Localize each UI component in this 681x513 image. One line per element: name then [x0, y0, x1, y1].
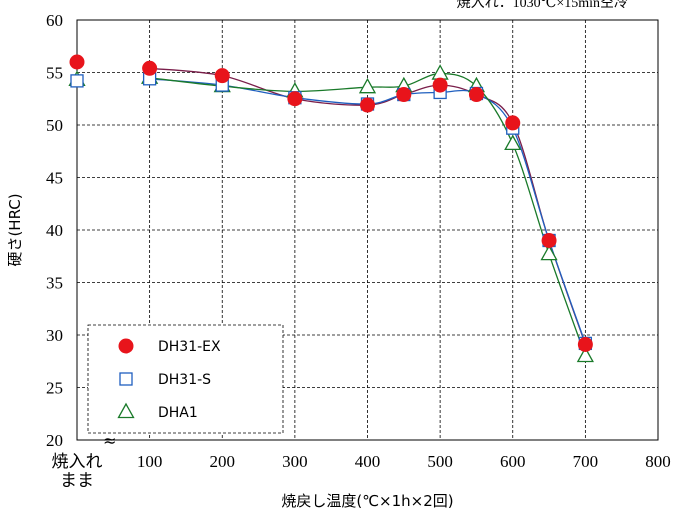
data-point-s0 — [396, 87, 412, 103]
legend-label: DH31-S — [158, 372, 211, 388]
x-tick-label: 100 — [137, 452, 163, 471]
x-tick-label: 200 — [210, 452, 236, 471]
x-tick-label: 600 — [500, 452, 526, 471]
data-point-s0 — [287, 91, 303, 107]
x-tick-label: 焼入れまま — [52, 452, 103, 490]
x-axis-title: 焼戻し温度(℃×1h×2回) — [281, 492, 453, 510]
data-point-s0 — [468, 87, 484, 103]
y-tick-label: 55 — [46, 64, 63, 83]
data-point-s0 — [142, 60, 158, 76]
plot-area-frame — [76, 19, 659, 441]
data-point-s0 — [505, 115, 521, 131]
legend: DH31-EX DH31-S DHA1 — [87, 324, 284, 434]
legend-marker — [117, 402, 135, 419]
data-point-s2 — [576, 346, 594, 363]
legend-marker — [119, 372, 133, 386]
y-tick-label: 35 — [46, 274, 63, 293]
data-point-s2 — [540, 244, 558, 261]
data-point-s0 — [541, 233, 557, 248]
y-tick-label: 45 — [46, 169, 63, 188]
series-lines — [149, 67, 586, 357]
legend-marker — [118, 338, 134, 354]
y-tick-label: 20 — [46, 431, 63, 450]
x-tick-label: 300 — [282, 452, 308, 471]
x-tick-label: 500 — [427, 452, 453, 471]
data-point-s0 — [214, 68, 230, 84]
y-tick-label: 25 — [46, 379, 63, 398]
data-point-s1 — [70, 74, 84, 88]
data-point-s0 — [360, 97, 375, 113]
series-line-2 — [149, 72, 586, 357]
y-tick-label: 40 — [46, 221, 63, 240]
y-tick-label: 50 — [46, 116, 63, 135]
data-point-s2 — [504, 134, 522, 151]
data-point-s2 — [358, 77, 377, 94]
data-point-s0 — [432, 77, 448, 93]
y-tick-label: 30 — [46, 326, 63, 345]
series-line-1 — [149, 78, 586, 344]
chart-annotation: 焼入れ：1030℃×15min空冷 — [457, 0, 628, 11]
data-point-s0 — [577, 336, 593, 352]
series-markers — [68, 54, 594, 363]
y-axis-title: 硬さ(HRC) — [6, 193, 24, 266]
axis-break-symbol: ≈ — [103, 431, 116, 450]
data-point-s3 — [69, 54, 85, 70]
x-tick-label: 800 — [645, 452, 671, 471]
x-tick-label: 700 — [573, 452, 599, 471]
x-axis-ticks: 焼入れまま 100 200 300 400 500 600 700 800 — [52, 452, 671, 490]
y-axis-ticks: 20 25 30 35 40 45 50 55 60 — [46, 11, 63, 450]
y-tick-label: 60 — [46, 11, 63, 30]
x-tick-label: 400 — [355, 452, 381, 471]
legend-label: DH31-EX — [158, 339, 221, 355]
legend-label: DHA1 — [158, 405, 198, 421]
